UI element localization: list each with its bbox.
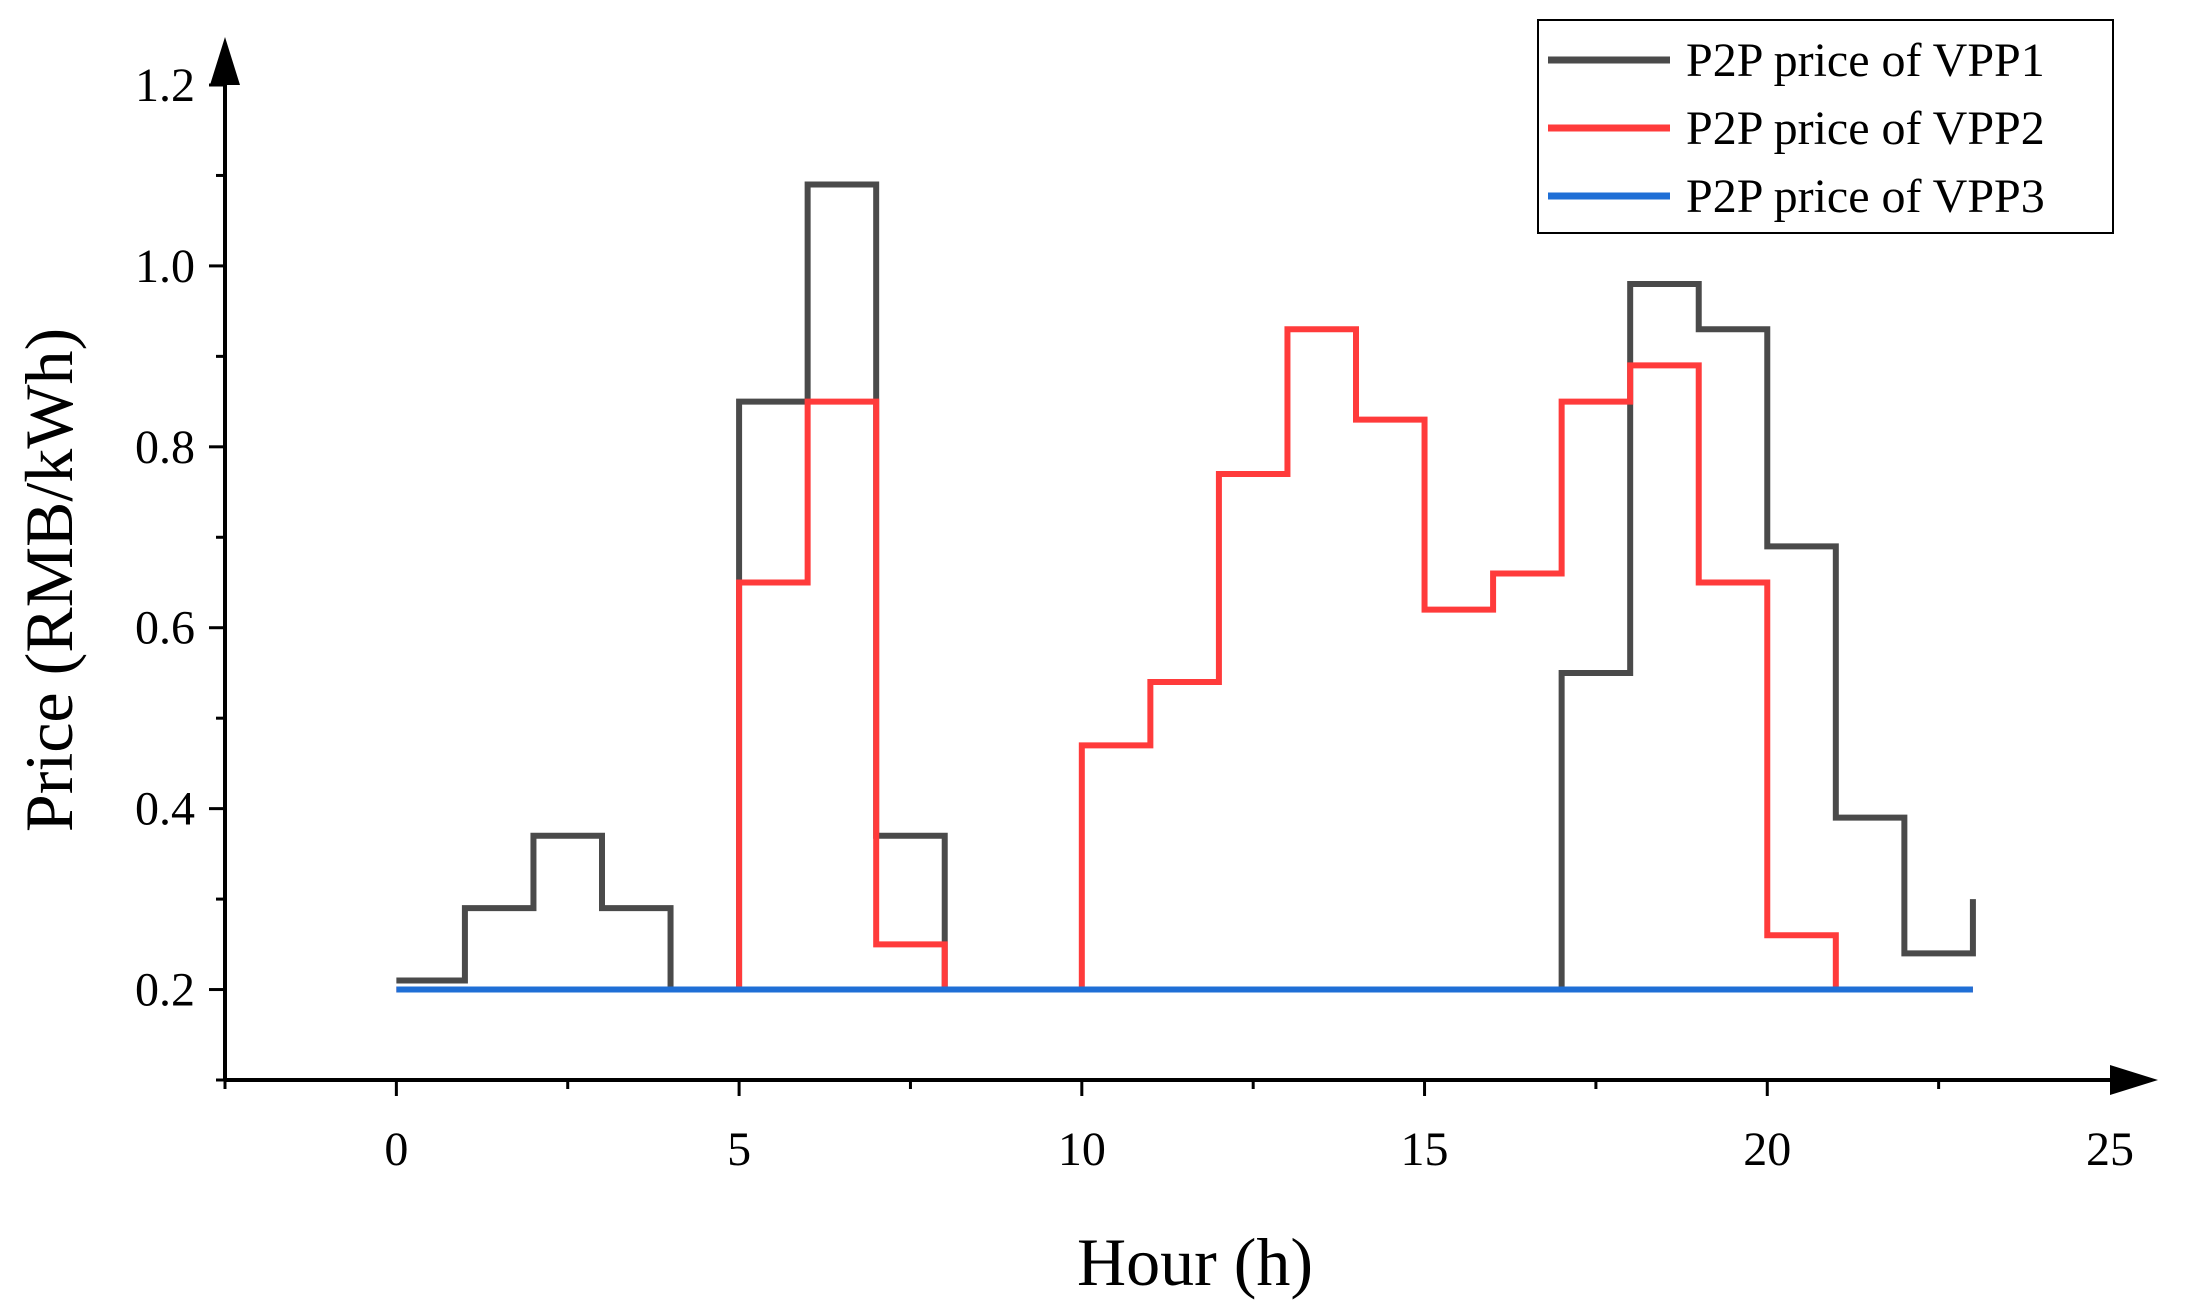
x-tick-label: 15 (1401, 1123, 1449, 1176)
legend-label-vpp1: P2P price of VPP1 (1686, 34, 2045, 87)
x-axis-title: Hour (h) (1077, 1224, 1313, 1300)
x-axis-arrow (2110, 1065, 2158, 1095)
series-vpp2-line (396, 326, 1973, 993)
y-tick-label: 1.0 (135, 240, 195, 293)
axes-layer (210, 37, 2158, 1095)
y-axis-arrow (210, 37, 240, 85)
x-tick-label: 20 (1743, 1123, 1791, 1176)
x-tick-label: 10 (1058, 1123, 1106, 1176)
y-tick-label: 1.2 (135, 59, 195, 112)
legend-label-vpp3: P2P price of VPP3 (1686, 170, 2045, 223)
y-tick-label: 0.2 (135, 964, 195, 1017)
series-layer (396, 181, 1976, 993)
legend-label-vpp2: P2P price of VPP2 (1686, 102, 2045, 155)
legend: P2P price of VPP1 P2P price of VPP2 P2P pr… (1537, 19, 2114, 234)
y-tick-label: 0.6 (135, 602, 195, 655)
y-tick-label: 0.8 (135, 421, 195, 474)
x-tick-label: 25 (2086, 1123, 2134, 1176)
x-tick-label: 5 (727, 1123, 751, 1176)
x-tick-label: 0 (384, 1123, 408, 1176)
ticks-layer: 0 5 10 15 20 25 0.2 0.4 0.6 0.8 1.0 1.2 (135, 59, 2134, 1176)
y-axis-title: Price (RMB/kWh) (11, 328, 87, 832)
y-tick-label: 0.4 (135, 783, 195, 836)
series-vpp1-line (396, 181, 1976, 993)
